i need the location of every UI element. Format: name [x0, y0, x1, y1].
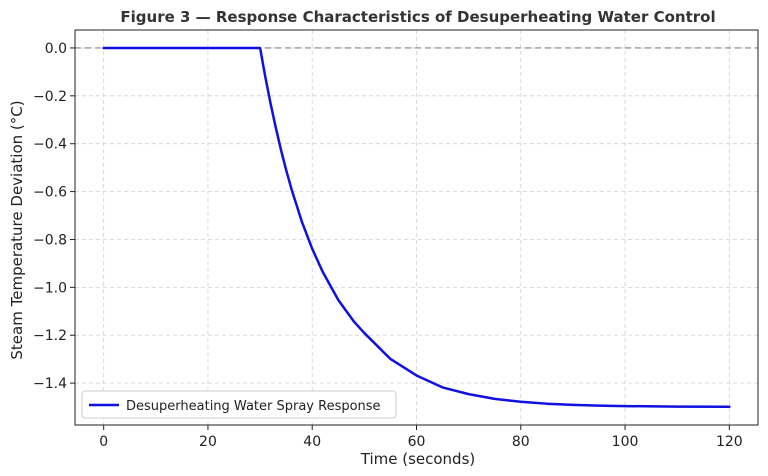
x-tick-label-100: 100: [612, 434, 639, 450]
x-axis: 0 20 40 60 80 100 120: [99, 425, 743, 450]
series-line-0: [102, 46, 731, 409]
y-tick-label--1.2: −1.2: [33, 328, 67, 344]
x-tick-label-120: 120: [716, 434, 743, 450]
y-axis-label: Steam Temperature Deviation (°C): [8, 100, 26, 359]
legend: Desuperheating Water Spray Response: [81, 390, 397, 419]
x-axis-label: Time (seconds): [360, 450, 476, 468]
x-tick-label-80: 80: [512, 434, 530, 450]
y-axis: 0.0 −0.2 −0.4 −0.6 −0.8 −1.0 −1.2 −1.4: [33, 41, 75, 392]
x-tick-label-40: 40: [303, 434, 321, 450]
chart-title: Figure 3 — Response Characteristics of D…: [120, 8, 715, 26]
y-tick-label--0.6: −0.6: [33, 185, 67, 201]
series-layer: [102, 46, 731, 409]
y-tick-label--0.4: −0.4: [33, 137, 67, 153]
legend-box: [81, 390, 397, 419]
x-tick-label-20: 20: [199, 434, 217, 450]
grid: [75, 30, 758, 425]
legend-label: Desuperheating Water Spray Response: [126, 399, 381, 414]
x-tick-label-60: 60: [408, 434, 426, 450]
y-tick-label--1: −1.0: [33, 280, 67, 296]
y-tick-label--0.2: −0.2: [33, 89, 67, 105]
y-tick-label--1.4: −1.4: [33, 376, 67, 392]
y-tick-label--0.8: −0.8: [33, 232, 67, 248]
x-tick-label-0: 0: [99, 434, 108, 450]
y-tick-label-0: 0.0: [45, 41, 67, 57]
